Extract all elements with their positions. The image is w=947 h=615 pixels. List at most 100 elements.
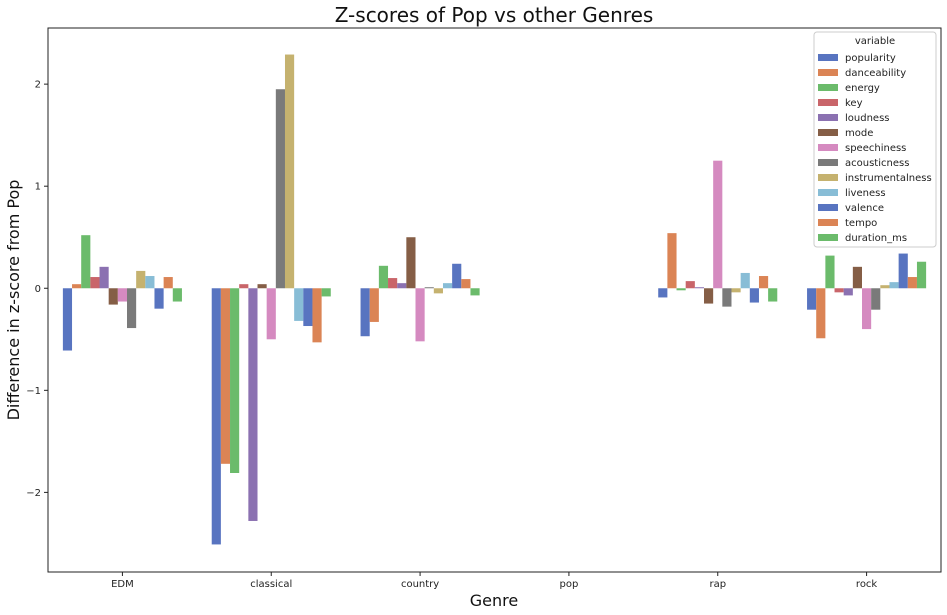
bar-rap-mode [704, 288, 714, 304]
x-tick-label-country: country [401, 579, 439, 590]
bar-rock-tempo [907, 277, 917, 289]
bar-rock-duration_ms [916, 261, 927, 289]
bar-rap-loudness [694, 287, 705, 289]
legend-swatch-instrumentalness [818, 174, 838, 181]
bar-edm-speechiness [117, 288, 127, 302]
bar-classical-liveness [294, 288, 304, 321]
bar-rap-valence [749, 288, 759, 303]
x-tick-label-rock: rock [856, 579, 878, 590]
bars-layer [62, 54, 927, 545]
legend: variable popularity danceability energy key l… [813, 31, 937, 248]
bar-classical-key [239, 284, 249, 289]
legend-swatch-acousticness [818, 159, 838, 166]
legend-swatch-tempo [818, 219, 838, 226]
legend-label-instrumentalness: instrumentalness [845, 173, 932, 184]
bar-classical-speechiness [266, 288, 276, 340]
bar-country-loudness [397, 283, 407, 289]
bar-country-energy [378, 265, 389, 289]
bar-edm-danceability [72, 284, 82, 289]
bar-edm-instrumentalness [136, 270, 146, 289]
bar-rap-energy [676, 288, 686, 291]
legend-swatch-speechiness [818, 144, 838, 151]
axes-layer: −2 −1 0 1 2 EDM classical country pop rap rock [26, 27, 942, 590]
legend-label-mode: mode [845, 128, 873, 139]
bar-edm-mode [108, 288, 118, 305]
y-tick-label: −2 [26, 488, 41, 499]
bar-edm-key [90, 277, 100, 289]
bar-rock-key [834, 288, 844, 293]
bar-classical-duration_ms [321, 288, 331, 297]
bar-classical-valence [303, 288, 313, 327]
bar-edm-acousticness [127, 288, 137, 329]
x-tick-label-edm: EDM [111, 579, 134, 590]
bar-rock-energy [825, 255, 835, 289]
bar-country-danceability [369, 288, 379, 322]
bar-country-liveness [442, 283, 453, 289]
bar-rap-key [685, 281, 695, 289]
bar-rap-duration_ms [768, 288, 778, 302]
bar-country-popularity [360, 288, 370, 337]
bar-rock-instrumentalness [880, 285, 890, 289]
x-tick-label-classical: classical [250, 579, 292, 590]
bar-country-speechiness [415, 288, 425, 342]
bar-classical-loudness [248, 288, 258, 521]
bar-rock-danceability [816, 288, 826, 339]
bar-rock-mode [852, 266, 862, 289]
bar-rap-acousticness [722, 288, 732, 307]
bar-edm-loudness [99, 266, 109, 289]
bar-classical-acousticness [275, 89, 285, 289]
legend-box [813, 31, 937, 248]
legend-swatch-duration_ms [818, 234, 838, 241]
bar-edm-tempo [163, 277, 173, 289]
bar-country-instrumentalness [433, 288, 443, 294]
bar-edm-duration_ms [172, 288, 182, 302]
plot-frame [47, 27, 942, 573]
bar-rap-liveness [740, 272, 750, 289]
legend-swatch-popularity [818, 54, 838, 61]
bar-rap-speechiness [713, 160, 723, 289]
legend-label-liveness: liveness [845, 188, 886, 199]
bar-edm-energy [81, 235, 91, 289]
legend-label-popularity: popularity [845, 53, 896, 64]
bar-classical-popularity [211, 288, 221, 545]
bar-rock-acousticness [871, 288, 881, 310]
bar-classical-energy [230, 288, 240, 473]
legend-title: variable [855, 36, 895, 47]
bar-rap-popularity [658, 288, 668, 298]
bar-country-acousticness [424, 287, 434, 289]
y-tick-label: 0 [35, 284, 41, 295]
legend-swatch-liveness [818, 189, 838, 196]
legend-swatch-danceability [818, 69, 838, 76]
bar-classical-mode [257, 284, 267, 289]
y-tick-label: 1 [35, 182, 41, 193]
bar-classical-danceability [220, 288, 231, 464]
legend-label-speechiness: speechiness [845, 143, 906, 154]
chart-title: Z-scores of Pop vs other Genres [335, 3, 654, 27]
bar-rock-speechiness [862, 288, 872, 330]
legend-swatch-energy [818, 84, 838, 91]
bar-country-duration_ms [470, 288, 480, 296]
x-axis-title: Genre [470, 591, 518, 610]
y-axis-title: Difference in z-score from Pop [4, 180, 23, 421]
legend-label-acousticness: acousticness [845, 158, 909, 169]
legend-label-valence: valence [845, 203, 884, 214]
bar-rap-instrumentalness [731, 288, 741, 293]
bar-rock-valence [898, 253, 908, 289]
legend-label-danceability: danceability [845, 68, 906, 79]
bar-edm-valence [154, 288, 164, 309]
bar-rock-loudness [843, 288, 853, 296]
bar-country-key [388, 278, 398, 289]
x-tick-label-pop: pop [560, 579, 579, 590]
y-tick-label: −1 [26, 386, 41, 397]
y-tick-label: 2 [35, 80, 41, 91]
bar-classical-tempo [312, 288, 322, 343]
bar-rap-tempo [758, 276, 769, 289]
bar-rock-liveness [889, 282, 899, 289]
legend-swatch-mode [818, 129, 838, 136]
bar-edm-popularity [62, 288, 73, 351]
bar-edm-liveness [145, 276, 155, 289]
legend-label-duration_ms: duration_ms [845, 233, 907, 244]
bar-rock-popularity [807, 288, 817, 310]
